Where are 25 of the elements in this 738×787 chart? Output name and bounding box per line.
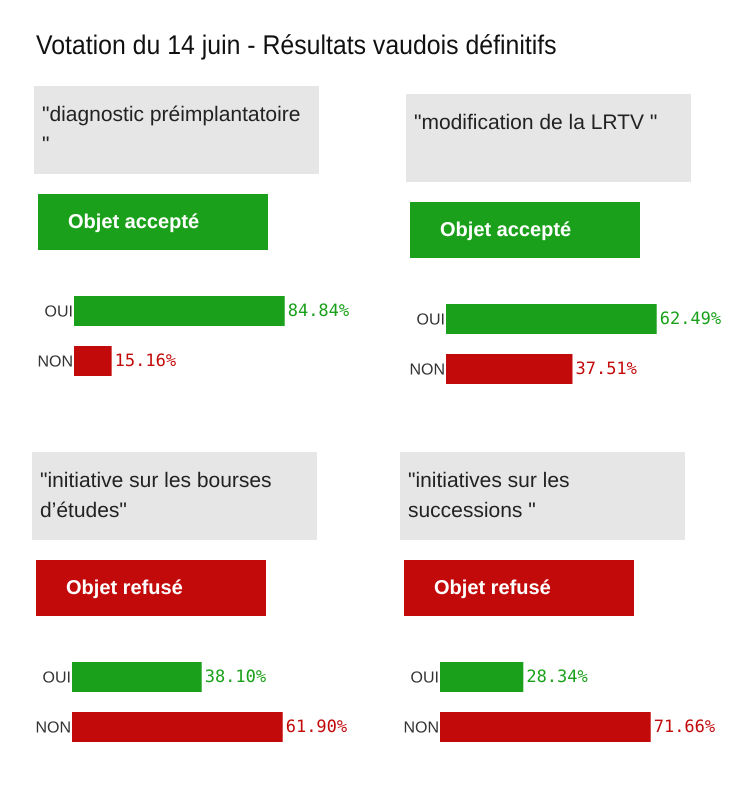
chart-title: "initiative sur les bourses d’études" bbox=[32, 452, 317, 540]
chart-title: "modification de la LRTV " bbox=[406, 94, 691, 182]
text: Votation du 14 juin - Résultats vaudois définitifs bbox=[36, 30, 557, 61]
chart-subtitle: Objet accepté bbox=[38, 194, 268, 250]
data-label: 84.84% bbox=[288, 301, 350, 321]
y-tick-label: OUI bbox=[416, 312, 445, 329]
data-label: 37.51% bbox=[575, 359, 637, 379]
y-tick-label: NON bbox=[409, 362, 445, 379]
chart-subtitle: Objet refusé bbox=[36, 560, 266, 616]
chart-title: "initiatives sur les successions " bbox=[400, 452, 685, 540]
y-tick-label: OUI bbox=[44, 304, 73, 321]
data-label: 71.66% bbox=[654, 717, 716, 737]
y-tick-label: NON bbox=[35, 720, 71, 737]
chart-title: "diagnostic préimplantatoire " bbox=[34, 86, 319, 174]
data-label: 15.16% bbox=[114, 351, 176, 371]
data-label: 62.49% bbox=[660, 309, 722, 329]
y-tick-label: OUI bbox=[42, 670, 71, 687]
y-tick-label: NON bbox=[403, 720, 439, 737]
y-tick-label: NON bbox=[37, 354, 73, 371]
y-tick-label: OUI bbox=[410, 670, 439, 687]
chart-subtitle: Objet refusé bbox=[404, 560, 634, 616]
data-label: 61.90% bbox=[286, 717, 348, 737]
data-label: 28.34% bbox=[526, 667, 588, 687]
chart-subtitle: Objet accepté bbox=[410, 202, 640, 258]
data-label: 38.10% bbox=[204, 667, 266, 687]
